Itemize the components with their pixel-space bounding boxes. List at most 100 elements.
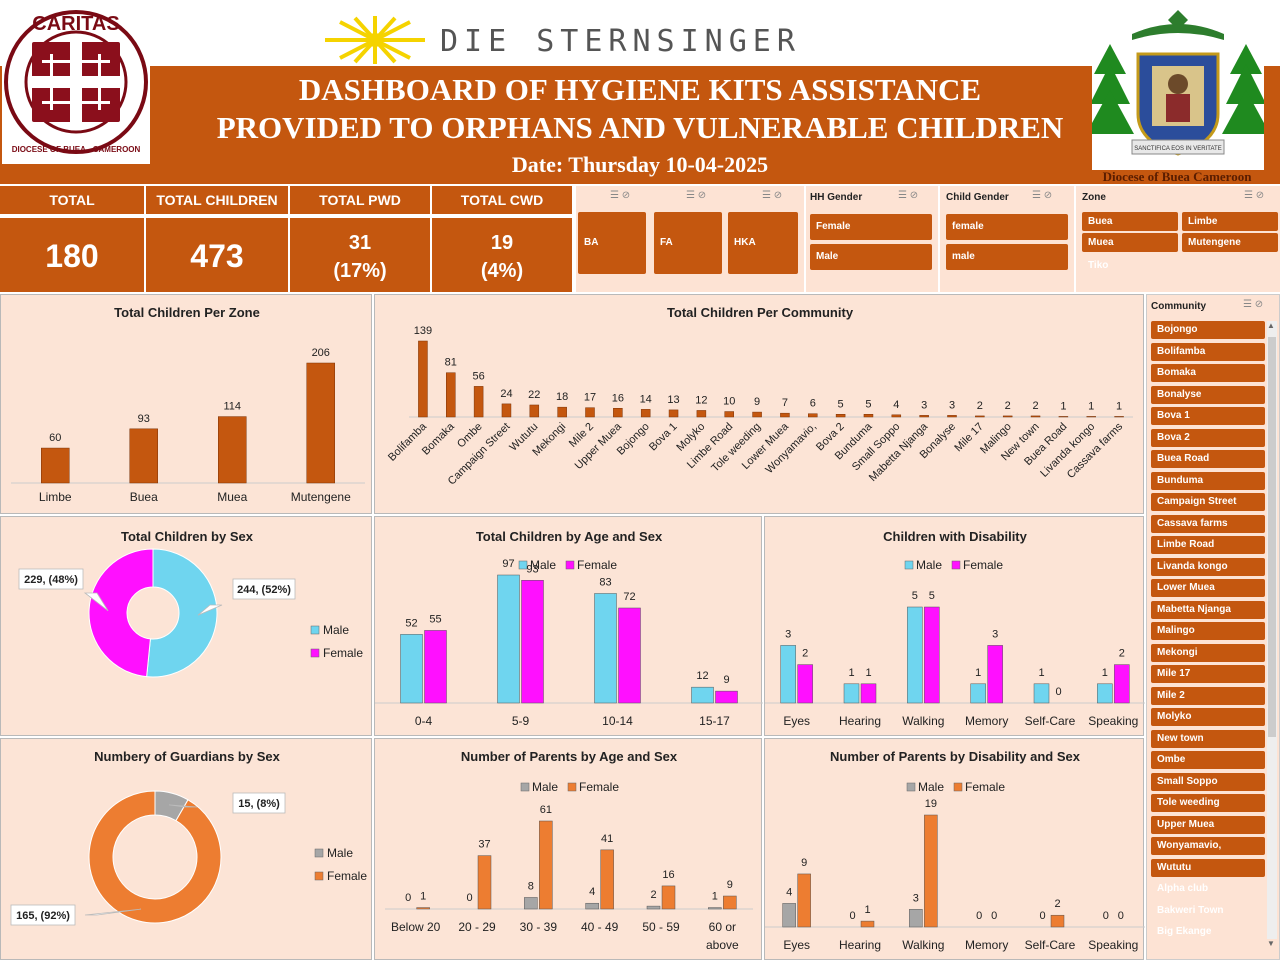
child-gender-male[interactable]: male [946,244,1068,270]
data-label: 37 [478,839,490,851]
zone-item-mutengene[interactable]: Mutengene [1182,233,1278,252]
community-item-small-soppo[interactable]: Small Soppo [1151,772,1265,791]
community-item-campaign-street[interactable]: Campaign Street [1151,493,1265,511]
community-item-mile-17[interactable]: Mile 17 [1151,665,1265,683]
bar [1030,415,1041,418]
community-item-mekongi[interactable]: Mekongi [1151,643,1265,662]
community-item-new-town[interactable]: New town [1151,729,1265,748]
slicer-filter-icon[interactable]: ☰ ⊘ [686,190,707,201]
data-label: 1 [864,904,870,916]
bar [585,902,599,910]
community-item-limbe-road[interactable]: Limbe Road [1151,536,1265,554]
community-item-mile-2[interactable]: Mile 2 [1151,686,1265,705]
zone-item-tiko[interactable]: Tiko [1088,260,1109,271]
community-item-tole-weeding[interactable]: Tole weeding [1151,794,1265,812]
community-item-malingo[interactable]: Malingo [1151,622,1265,640]
callout-box [10,904,76,926]
zone-item-muea[interactable]: Muea [1082,233,1178,252]
diocese-crest-logo: SANCTIFICA EOS IN VERITATE [1092,4,1264,170]
bar [1058,416,1069,418]
category-label: Buea [130,490,158,504]
community-item-buea-road[interactable]: Buea Road [1151,450,1265,468]
category-label: Hearing [839,714,881,728]
bar [1002,415,1013,418]
caritas-logo-text: CARITAS [32,13,119,35]
kpi-pwd-pct: (17%) [333,260,387,282]
data-label: 83 [599,576,611,588]
data-label: 1 [865,667,871,679]
category-label: 60 or [709,920,736,934]
community-chart-panel: Total Children Per Community 139 Bolifamb… [374,294,1144,514]
community-item-upper-muea[interactable]: Upper Muea [1151,815,1265,834]
community-item-ombe[interactable]: Ombe [1151,751,1265,769]
kpi-children-label: TOTAL CHILDREN [146,186,290,214]
community-item-cassava-farms[interactable]: Cassava farms [1151,514,1265,533]
category-label: Walking [902,714,944,728]
data-label: 3 [913,892,919,904]
data-label: 9 [727,879,733,891]
data-label: 1 [1038,667,1044,679]
data-label: 22 [528,389,540,401]
caritas-logo-ring-text: DIOCESE OF BUEA - CAMEROON [12,145,141,154]
legend-swatch [314,848,324,858]
zone-item-buea[interactable]: Buea [1082,212,1178,231]
community-item-bakweri-town[interactable]: Bakweri Town [1157,904,1224,916]
slicer-filter-icon[interactable]: ☰ ⊘ [1032,190,1053,201]
bar [524,897,538,910]
legend-label: Male [918,780,944,794]
brand-name: DIE STERNSINGER [440,24,801,59]
community-scroll-thumb[interactable] [1268,337,1276,737]
bar [585,407,595,418]
guardians-chart-panel: Numbery of Guardians by Sex 15, (8%) 165,… [0,738,372,960]
data-label: 1 [1116,400,1122,412]
community-item-molyko[interactable]: Molyko [1151,708,1265,726]
zone-item-limbe[interactable]: Limbe [1182,212,1278,231]
slicer-filter-icon[interactable]: ☰ ⊘ [1244,190,1265,201]
community-item-bojongo[interactable]: Bojongo [1151,321,1265,339]
community-item-bomaka[interactable]: Bomaka [1151,364,1265,382]
community-item-wututu[interactable]: Wututu [1151,858,1265,877]
community-item-bonalyse[interactable]: Bonalyse [1151,385,1265,404]
slicer-filter-icon[interactable]: ☰ ⊘ [762,190,783,201]
community-item-bunduma[interactable]: Bunduma [1151,471,1265,490]
slicer-filter-icon[interactable]: ☰ ⊘ [610,190,631,201]
slicer-filter-icon[interactable]: ☰ ⊘ [898,190,919,201]
legend-label: Female [577,558,617,572]
scroll-down-icon[interactable]: ▼ [1267,939,1275,948]
kpi-households-label: TOTAL HOUSEHOLDS [0,186,146,236]
community-item-bova-1[interactable]: Bova 1 [1151,407,1265,425]
community-item-alpha-club[interactable]: Alpha club [1157,883,1209,894]
slicer-button-fa[interactable]: FA [654,212,722,274]
community-item-bova-2[interactable]: Bova 2 [1151,428,1265,447]
child-gender-female[interactable]: female [946,214,1068,240]
hh-gender-female[interactable]: Female [810,214,932,240]
hh-gender-male[interactable]: Male [810,244,932,270]
data-label: 3 [949,399,955,411]
community-item-big-ekange[interactable]: Big Ekange [1157,926,1212,937]
slicer-button-ba[interactable]: BA [578,212,646,274]
community-item-mabetta-njanga[interactable]: Mabetta Njanga [1151,600,1265,619]
data-label: 19 [925,798,937,810]
bar [613,408,623,418]
slicer-filter-icon[interactable]: ☰ ⊘ [1243,299,1264,310]
caritas-logo: CARITAS DIOCESE OF BUEA - CAMEROON [2,2,150,164]
bar [919,415,929,418]
bar [618,607,641,704]
zone-chart: 60 Limbe 93 Buea 114 Muea 206 Mutengene [11,347,365,504]
community-item-bolifamba[interactable]: Bolifamba [1151,342,1265,361]
scroll-up-icon[interactable]: ▲ [1267,321,1275,330]
data-label: 16 [612,392,624,404]
legend-label: Female [327,869,367,883]
bar [1097,683,1113,704]
bar [661,885,676,910]
pie-slice [88,790,222,924]
community-item-wonyamavio[interactable]: Wonyamavio, [1151,837,1265,855]
community-item-lower-muea[interactable]: Lower Muea [1151,579,1265,597]
bar [416,907,430,910]
slicer-button-hka[interactable]: HKA [728,212,798,274]
bar [600,849,614,910]
data-label: 2 [650,889,656,901]
data-label: 0 [1118,910,1124,922]
bar [594,593,617,704]
community-item-livanda-kongo[interactable]: Livanda kongo [1151,557,1265,576]
